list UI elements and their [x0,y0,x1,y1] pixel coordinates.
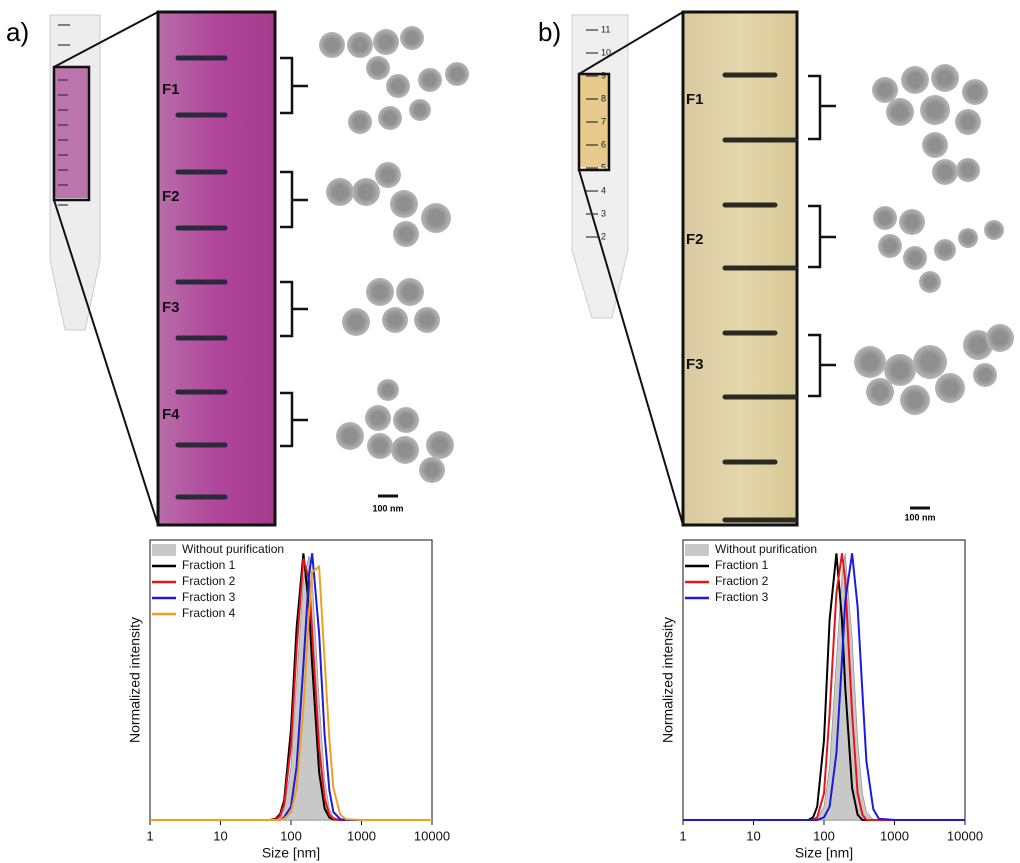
panel-label: b) [538,17,561,47]
brackets [808,76,836,396]
tube-number: 5 [601,162,606,172]
x-tick-label: 1 [146,828,153,843]
figure-canvas: a) F1 F2 F3 F4 [0,0,1020,863]
legend-label: Fraction 3 [182,590,236,604]
tube-number: 6 [601,139,606,149]
tube-number: 7 [601,116,606,126]
tube-number: 4 [601,185,606,195]
chart: 1 10 100 1000 10000 Size [nm] Normalized inten… [660,540,983,861]
tem-images [854,64,1014,415]
x-tick-label: 100 [280,828,302,843]
tube-number: 10 [601,47,611,57]
x-tick-label: 10 [213,828,227,843]
legend-label: Without purification [182,542,284,556]
tube-number: 8 [601,93,606,103]
legend-swatch [685,544,709,556]
tube-number: 9 [601,70,606,80]
legend-label: Fraction 2 [715,574,769,588]
zoom-photo: F1 F2 F3 F4 [158,12,275,525]
tube-number: 11 [601,24,610,34]
legend-label: Fraction 4 [182,606,236,620]
brackets [280,58,308,446]
chart: 1 10 100 1000 10000 Size [nm] Normalized inten… [127,540,450,861]
y-axis-label: Normalized intensity [127,617,143,743]
tube-photo [50,12,158,525]
legend-swatch [152,544,176,556]
tube-number: 3 [601,208,606,218]
fraction-label: F2 [686,231,704,248]
scale-label: 100 nm [372,503,403,513]
x-tick-label: 10 [746,828,760,843]
scale-label: 100 nm [904,512,935,522]
zoom-photo: F1 F2 F3 [683,12,797,525]
fraction-label: F1 [162,81,180,98]
x-tick-label: 10000 [414,828,450,843]
figure: a) F1 F2 F3 F4 [0,0,1020,863]
legend-label: Without purification [715,542,817,556]
fraction-label: F1 [686,91,704,108]
legend-label: Fraction 3 [715,590,769,604]
tem-images [319,26,469,483]
x-tick-label: 1000 [347,828,376,843]
x-tick-label: 10000 [947,828,983,843]
legend-label: Fraction 2 [182,574,236,588]
fraction-label: F2 [162,188,180,205]
x-axis-label: Size [nm] [795,845,853,861]
x-axis-label: Size [nm] [262,845,320,861]
fraction-label: F3 [162,299,180,316]
x-tick-label: 100 [813,828,835,843]
panel-label: a) [6,17,29,47]
tube-photo [572,12,683,525]
legend-label: Fraction 1 [182,558,236,572]
tube-number: 2 [601,231,606,241]
x-tick-label: 1000 [880,828,909,843]
fraction-label: F3 [686,356,704,373]
y-axis-label: Normalized intensity [660,617,676,743]
fraction-label: F4 [162,406,180,423]
x-tick-label: 1 [679,828,686,843]
legend-label: Fraction 1 [715,558,769,572]
